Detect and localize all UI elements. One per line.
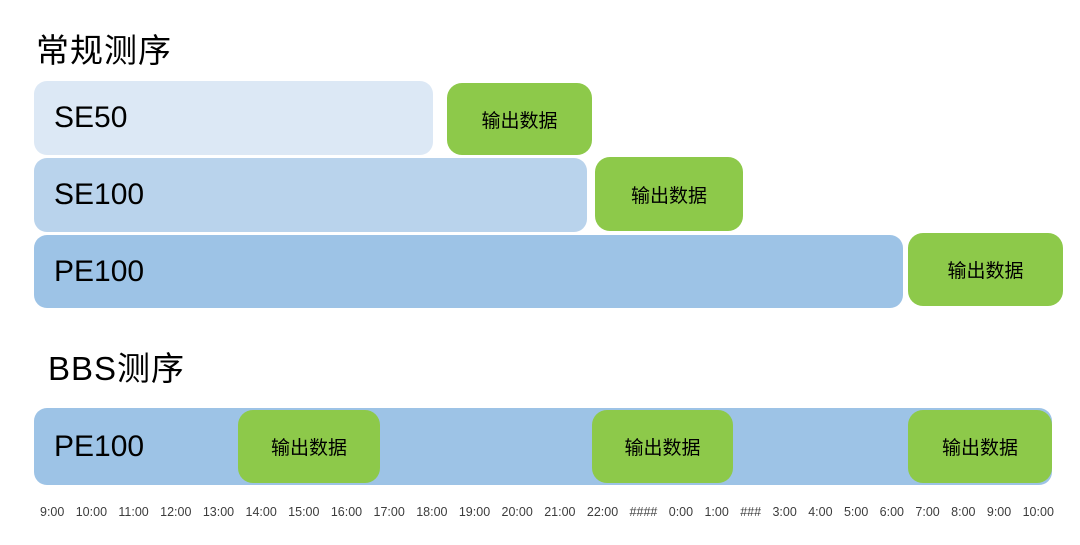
axis-tick-label: 14:00 — [245, 505, 277, 519]
axis-tick-label: 10:00 — [75, 505, 108, 519]
axis-tick-label: 0:00 — [668, 505, 694, 519]
output-data-badge: 输出数据 — [447, 83, 592, 155]
bar-label: SE100 — [54, 178, 145, 211]
axis-tick-label: 20:00 — [501, 505, 533, 519]
axis-tick-label: 13:00 — [202, 505, 235, 519]
section-title: 常规测序 — [36, 32, 172, 69]
axis-tick-label: 11:00 — [118, 505, 149, 519]
axis-tick-label: 15:00 — [288, 505, 320, 519]
axis-tick-label: #### — [629, 505, 658, 519]
output-data-badge: 输出数据 — [592, 410, 733, 483]
axis-tick-label: 9:00 — [40, 505, 65, 519]
axis-tick-label: 19:00 — [458, 505, 491, 519]
output-data-badge: 输出数据 — [908, 233, 1063, 306]
axis-tick-label: 3:00 — [772, 505, 797, 519]
section-title: BBS测序 — [48, 350, 186, 387]
axis-tick-label: 7:00 — [915, 505, 940, 519]
axis-tick-label: 8:00 — [951, 505, 976, 519]
axis-tick-label: ### — [740, 505, 762, 519]
output-data-badge: 输出数据 — [238, 410, 380, 483]
gantt-bar-pe100: PE100 — [34, 408, 1052, 485]
axis-tick-label: 22:00 — [586, 505, 619, 519]
axis-tick-label: 5:00 — [843, 505, 869, 519]
output-data-badge: 输出数据 — [908, 410, 1052, 483]
output-data-badge: 输出数据 — [595, 157, 743, 231]
bar-label: PE100 — [54, 429, 145, 463]
bar-label: PE100 — [54, 254, 145, 288]
axis-tick-label: 12:00 — [160, 505, 192, 519]
axis-tick-label: 9:00 — [986, 505, 1012, 519]
axis-tick-label: 16:00 — [330, 505, 363, 519]
gantt-bar-se50: SE50 — [34, 81, 433, 155]
axis-tick-label: 21:00 — [544, 505, 576, 519]
axis-tick-label: 1:00 — [704, 505, 729, 519]
axis-tick-label: 6:00 — [879, 505, 905, 519]
bar-label: SE50 — [54, 101, 128, 134]
axis-tick-label: 10:00 — [1022, 505, 1054, 519]
axis-tick-label: 4:00 — [808, 505, 833, 519]
gantt-bar-se100: SE100 — [34, 158, 587, 232]
axis-tick-label: 17:00 — [373, 505, 405, 519]
gantt-bar-pe100: PE100 — [34, 235, 903, 308]
axis-tick-label: 18:00 — [416, 505, 448, 519]
time-axis: 9:00 10:00 11:00 12:00 13:00 14:00 15:00 16:00 1… — [40, 505, 1054, 523]
